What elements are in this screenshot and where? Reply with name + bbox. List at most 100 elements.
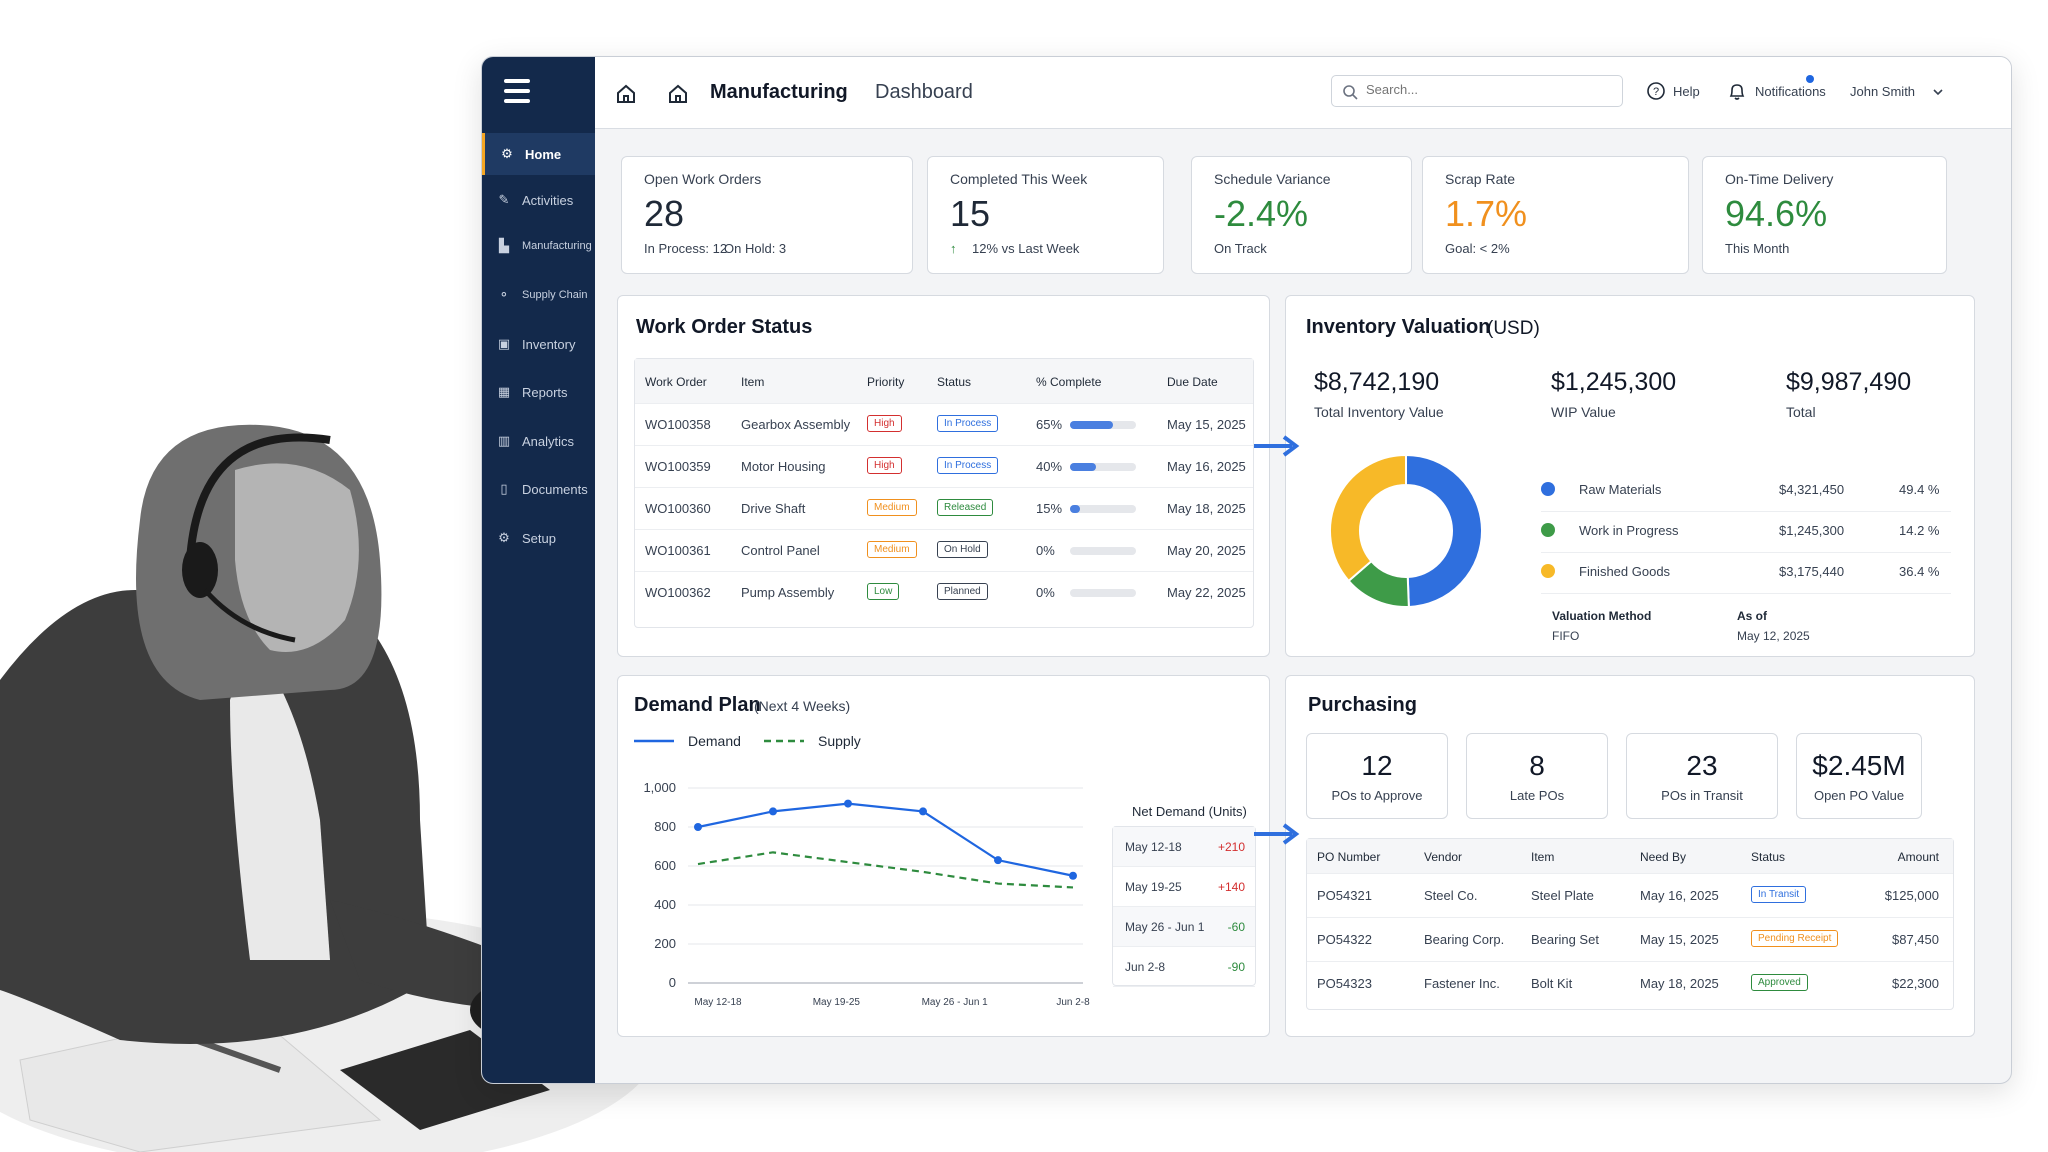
po-item: Bolt Kit xyxy=(1531,976,1573,991)
table-row[interactable]: PO54321 Steel Co. Steel Plate May 16, 2025 I… xyxy=(1307,873,1953,917)
home-icon[interactable] xyxy=(667,83,689,105)
kpi-value: 28 xyxy=(644,193,685,234)
net-demand-title: Net Demand (Units) xyxy=(1132,804,1247,819)
status-badge: On Hold xyxy=(937,541,988,558)
bell-icon[interactable] xyxy=(1727,81,1747,101)
net-demand-value: -90 xyxy=(1227,960,1245,974)
y-tick-label: 200 xyxy=(654,936,676,951)
net-demand-table: May 12-18 +210 May 19-25 +140 May 26 - Jun 1… xyxy=(1112,826,1256,987)
row-divider xyxy=(1307,917,1953,918)
sidebar-item-inventory[interactable]: ▣ Inventory xyxy=(482,323,595,365)
column-header: Status xyxy=(1751,850,1786,864)
gear-icon: ⚙ xyxy=(501,146,513,161)
priority-badge: Medium xyxy=(867,541,917,558)
wip-value: $1,245,300 xyxy=(1551,368,1677,396)
po-stat-card[interactable]: 23 POs in Transit xyxy=(1626,733,1778,819)
user-menu[interactable]: John Smith xyxy=(1850,84,1916,99)
po-stat-value: 23 xyxy=(1686,750,1718,781)
x-tick-label: May 19-25 xyxy=(813,997,861,1008)
row-divider xyxy=(1307,873,1953,874)
row-divider xyxy=(635,571,1253,572)
work-order-id: WO100359 xyxy=(645,459,711,474)
sidebar-item-documents[interactable]: ▯ Documents xyxy=(482,468,595,510)
sidebar-item-home[interactable]: ⚙ Home xyxy=(482,133,595,175)
legend-amount: $1,245,300 xyxy=(1779,523,1845,538)
as-of-label: As of xyxy=(1737,609,1767,623)
search-box[interactable] xyxy=(1331,75,1623,107)
column-header: Item xyxy=(741,375,765,389)
supply-legend-line xyxy=(764,739,804,743)
table-row[interactable]: WO100361 Control Panel Medium On Hold 0% May … xyxy=(635,529,1253,571)
net-demand-week: May 12-18 xyxy=(1125,840,1182,854)
search-input[interactable] xyxy=(1366,82,1606,97)
sidebar-item-label: Inventory xyxy=(522,336,576,352)
help-link[interactable]: Help xyxy=(1673,84,1700,99)
demand-point xyxy=(694,823,702,831)
donut-slice-finished-goods xyxy=(1329,453,1407,583)
po-stat-label: Open PO Value xyxy=(1813,788,1905,803)
sidebar-item-setup[interactable]: ⚙ Setup xyxy=(482,517,595,559)
wip-label: WIP Value xyxy=(1551,404,1616,420)
sidebar-item-manufacturing[interactable]: ▙ Manufacturing xyxy=(482,225,595,267)
status-badge: Released xyxy=(937,499,994,516)
legend-row: Work in Progress $1,245,300 14.2 % xyxy=(1541,521,1951,553)
table-row[interactable]: PO54322 Bearing Corp. Bearing Set May 15, 2… xyxy=(1307,917,1953,961)
chevron-down-icon[interactable] xyxy=(1933,89,1943,97)
search-icon xyxy=(1343,85,1358,100)
notifications-link[interactable]: Notifications xyxy=(1755,84,1826,99)
po-amount: $87,450 xyxy=(1892,932,1939,947)
legend-amount: $3,175,440 xyxy=(1779,564,1845,579)
sidebar-item-supply-chain[interactable]: ⚬ Supply Chain xyxy=(482,274,595,316)
work-order-id: WO100361 xyxy=(645,543,711,558)
po-stat-card[interactable]: 12 POs to Approve xyxy=(1306,733,1448,819)
row-divider xyxy=(1307,961,1953,962)
po-stat-card[interactable]: 8 Late POs xyxy=(1466,733,1608,819)
priority-badge: High xyxy=(867,415,902,432)
total-value: $9,987,490 xyxy=(1786,368,1912,396)
legend-label: Finished Goods xyxy=(1579,564,1671,579)
work-order-id: WO100358 xyxy=(645,417,711,432)
breadcrumb-app[interactable]: Manufacturing xyxy=(710,81,848,103)
column-header: Item xyxy=(1531,850,1555,864)
x-tick-label: May 12-18 xyxy=(694,997,742,1008)
legend-label: Work in Progress xyxy=(1579,523,1679,538)
net-demand-value: +210 xyxy=(1217,840,1245,854)
supply-series-line xyxy=(697,851,1074,889)
net-demand-value: +140 xyxy=(1217,880,1245,894)
work-order-item: Pump Assembly xyxy=(741,585,835,600)
work-order-id: WO100362 xyxy=(645,585,711,600)
demand-plan-card: Demand Plan (Next 4 Weeks) Demand Supply… xyxy=(617,675,1270,1037)
work-order-status-card: Work Order Status Work Order Item Priority… xyxy=(617,295,1270,657)
table-row[interactable]: WO100360 Drive Shaft Medium Released 15% May … xyxy=(635,487,1253,529)
net-demand-value: -60 xyxy=(1227,920,1245,934)
progress-bar xyxy=(1070,463,1136,471)
po-need-by: May 15, 2025 xyxy=(1640,932,1719,947)
po-vendor: Bearing Corp. xyxy=(1424,932,1505,947)
purchasing-card: Purchasing 12 POs to Approve 8 Late POs 23 PO… xyxy=(1285,675,1975,1037)
legend-label: Raw Materials xyxy=(1579,482,1662,497)
sidebar-item-label: Home xyxy=(525,146,562,162)
po-item: Steel Plate xyxy=(1531,888,1594,903)
sidebar-item-activities[interactable]: ✎ Activities xyxy=(482,179,595,221)
table-row[interactable]: PO54323 Fastener Inc. Bolt Kit May 18, 2025… xyxy=(1307,961,1953,1005)
progress-bar xyxy=(1070,505,1136,513)
sidebar-item-reports[interactable]: ▦ Reports xyxy=(482,371,595,413)
inventory-donut-chart xyxy=(1329,453,1483,608)
table-row[interactable]: WO100362 Pump Assembly Low Planned 0% May 22,… xyxy=(635,571,1253,613)
menu-icon[interactable] xyxy=(504,79,530,103)
po-stat-card[interactable]: $2.45M Open PO Value xyxy=(1796,733,1922,819)
kpi-sub: This Month xyxy=(1725,241,1790,256)
sidebar-item-label: Documents xyxy=(522,481,588,497)
home-icon[interactable] xyxy=(615,83,637,105)
table-row[interactable]: WO100358 Gearbox Assembly High In Process 65… xyxy=(635,403,1253,445)
help-icon[interactable]: ? xyxy=(1646,81,1666,101)
kpi-trend: 12% vs Last Week xyxy=(972,241,1080,256)
arrow-up-icon: ↑ xyxy=(950,241,957,256)
column-header: Status xyxy=(937,375,972,389)
report-icon: ▦ xyxy=(497,384,511,399)
sidebar-item-analytics[interactable]: ▥ Analytics xyxy=(482,420,595,462)
table-row[interactable]: WO100359 Motor Housing High In Process 40% Ma… xyxy=(635,445,1253,487)
total-inventory-value: $8,742,190 xyxy=(1314,368,1440,396)
kpi-label: Schedule Variance xyxy=(1214,171,1331,187)
total-label: Total xyxy=(1786,404,1816,420)
